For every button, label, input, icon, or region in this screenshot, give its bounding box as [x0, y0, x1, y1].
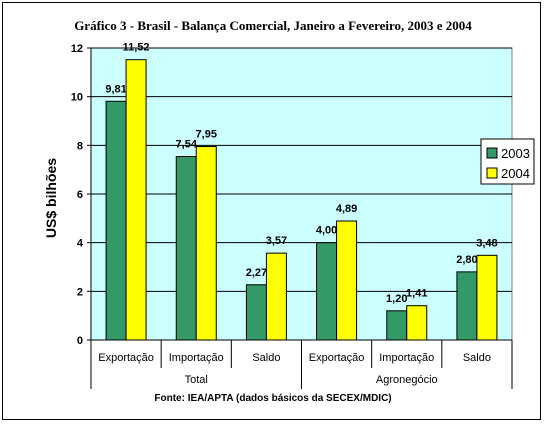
- legend-swatch-2003: [486, 147, 498, 159]
- y-tick-label: 10: [71, 92, 83, 104]
- data-label: 4,89: [336, 203, 357, 215]
- chart-frame: Gráfico 3 - Brasil - Balança Comercial, …: [2, 2, 541, 420]
- bar-2004-0: [125, 59, 147, 341]
- y-tick-label: 8: [77, 140, 83, 152]
- y-tick-label: 12: [71, 43, 83, 55]
- data-label: 7,95: [196, 129, 217, 141]
- bar-2004-5: [476, 254, 498, 341]
- data-label: 2,80: [456, 254, 477, 266]
- bar-2004-3: [336, 220, 358, 341]
- y-tick-label: 6: [77, 189, 83, 201]
- chart-title: Gráfico 3 - Brasil - Balança Comercial, …: [74, 18, 472, 33]
- data-label: 7,54: [176, 139, 198, 151]
- x-category-label: Saldo: [252, 352, 280, 364]
- bar-2004-2: [265, 252, 287, 341]
- x-group-label: Total: [185, 374, 208, 386]
- chart: Gráfico 3 - Brasil - Balança Comercial, …: [43, 18, 535, 404]
- bar-2003-5: [456, 271, 478, 341]
- data-label: 11,52: [123, 42, 150, 54]
- bar-2003-3: [316, 242, 338, 341]
- legend-swatch-2004: [486, 167, 498, 179]
- bar-2003-0: [105, 100, 127, 341]
- x-category-label: Saldo: [463, 352, 491, 364]
- x-group-label: Agronegócio: [376, 374, 438, 386]
- y-tick-label: 4: [77, 238, 84, 250]
- data-label: 9,81: [105, 83, 126, 95]
- data-label: 3,57: [266, 235, 287, 247]
- bar-2004-4: [406, 305, 428, 341]
- bar-2004-1: [195, 146, 217, 341]
- y-tick-label: 2: [77, 286, 83, 298]
- legend-label-2004: 2004: [501, 166, 530, 181]
- y-tick-label: 0: [77, 335, 83, 347]
- x-category-label: Importação: [379, 352, 434, 364]
- legend: 2003 2004: [480, 138, 535, 185]
- y-axis-label: US$ bilhões: [43, 158, 59, 238]
- x-category-label: Exportação: [98, 352, 154, 364]
- x-category-label: Exportação: [309, 352, 365, 364]
- bar-2003-2: [245, 284, 267, 341]
- data-label: 4,00: [316, 225, 337, 237]
- legend-label-2003: 2003: [501, 146, 530, 161]
- data-label: 1,20: [386, 293, 407, 305]
- plot-area: 0 2 4 6 8 10 12 9,81 7,54 2,27 4,00 1,20 2,80 11,52 7,…: [71, 42, 513, 389]
- bar-2003-4: [386, 310, 408, 341]
- source-note: Fonte: IEA/APTA (dados básicos da SECEX/…: [154, 393, 391, 404]
- data-label: 3,48: [476, 237, 497, 249]
- data-label: 1,41: [406, 288, 427, 300]
- bar-2003-1: [175, 156, 197, 341]
- x-category-label: Importação: [169, 352, 224, 364]
- data-label: 2,27: [246, 267, 267, 279]
